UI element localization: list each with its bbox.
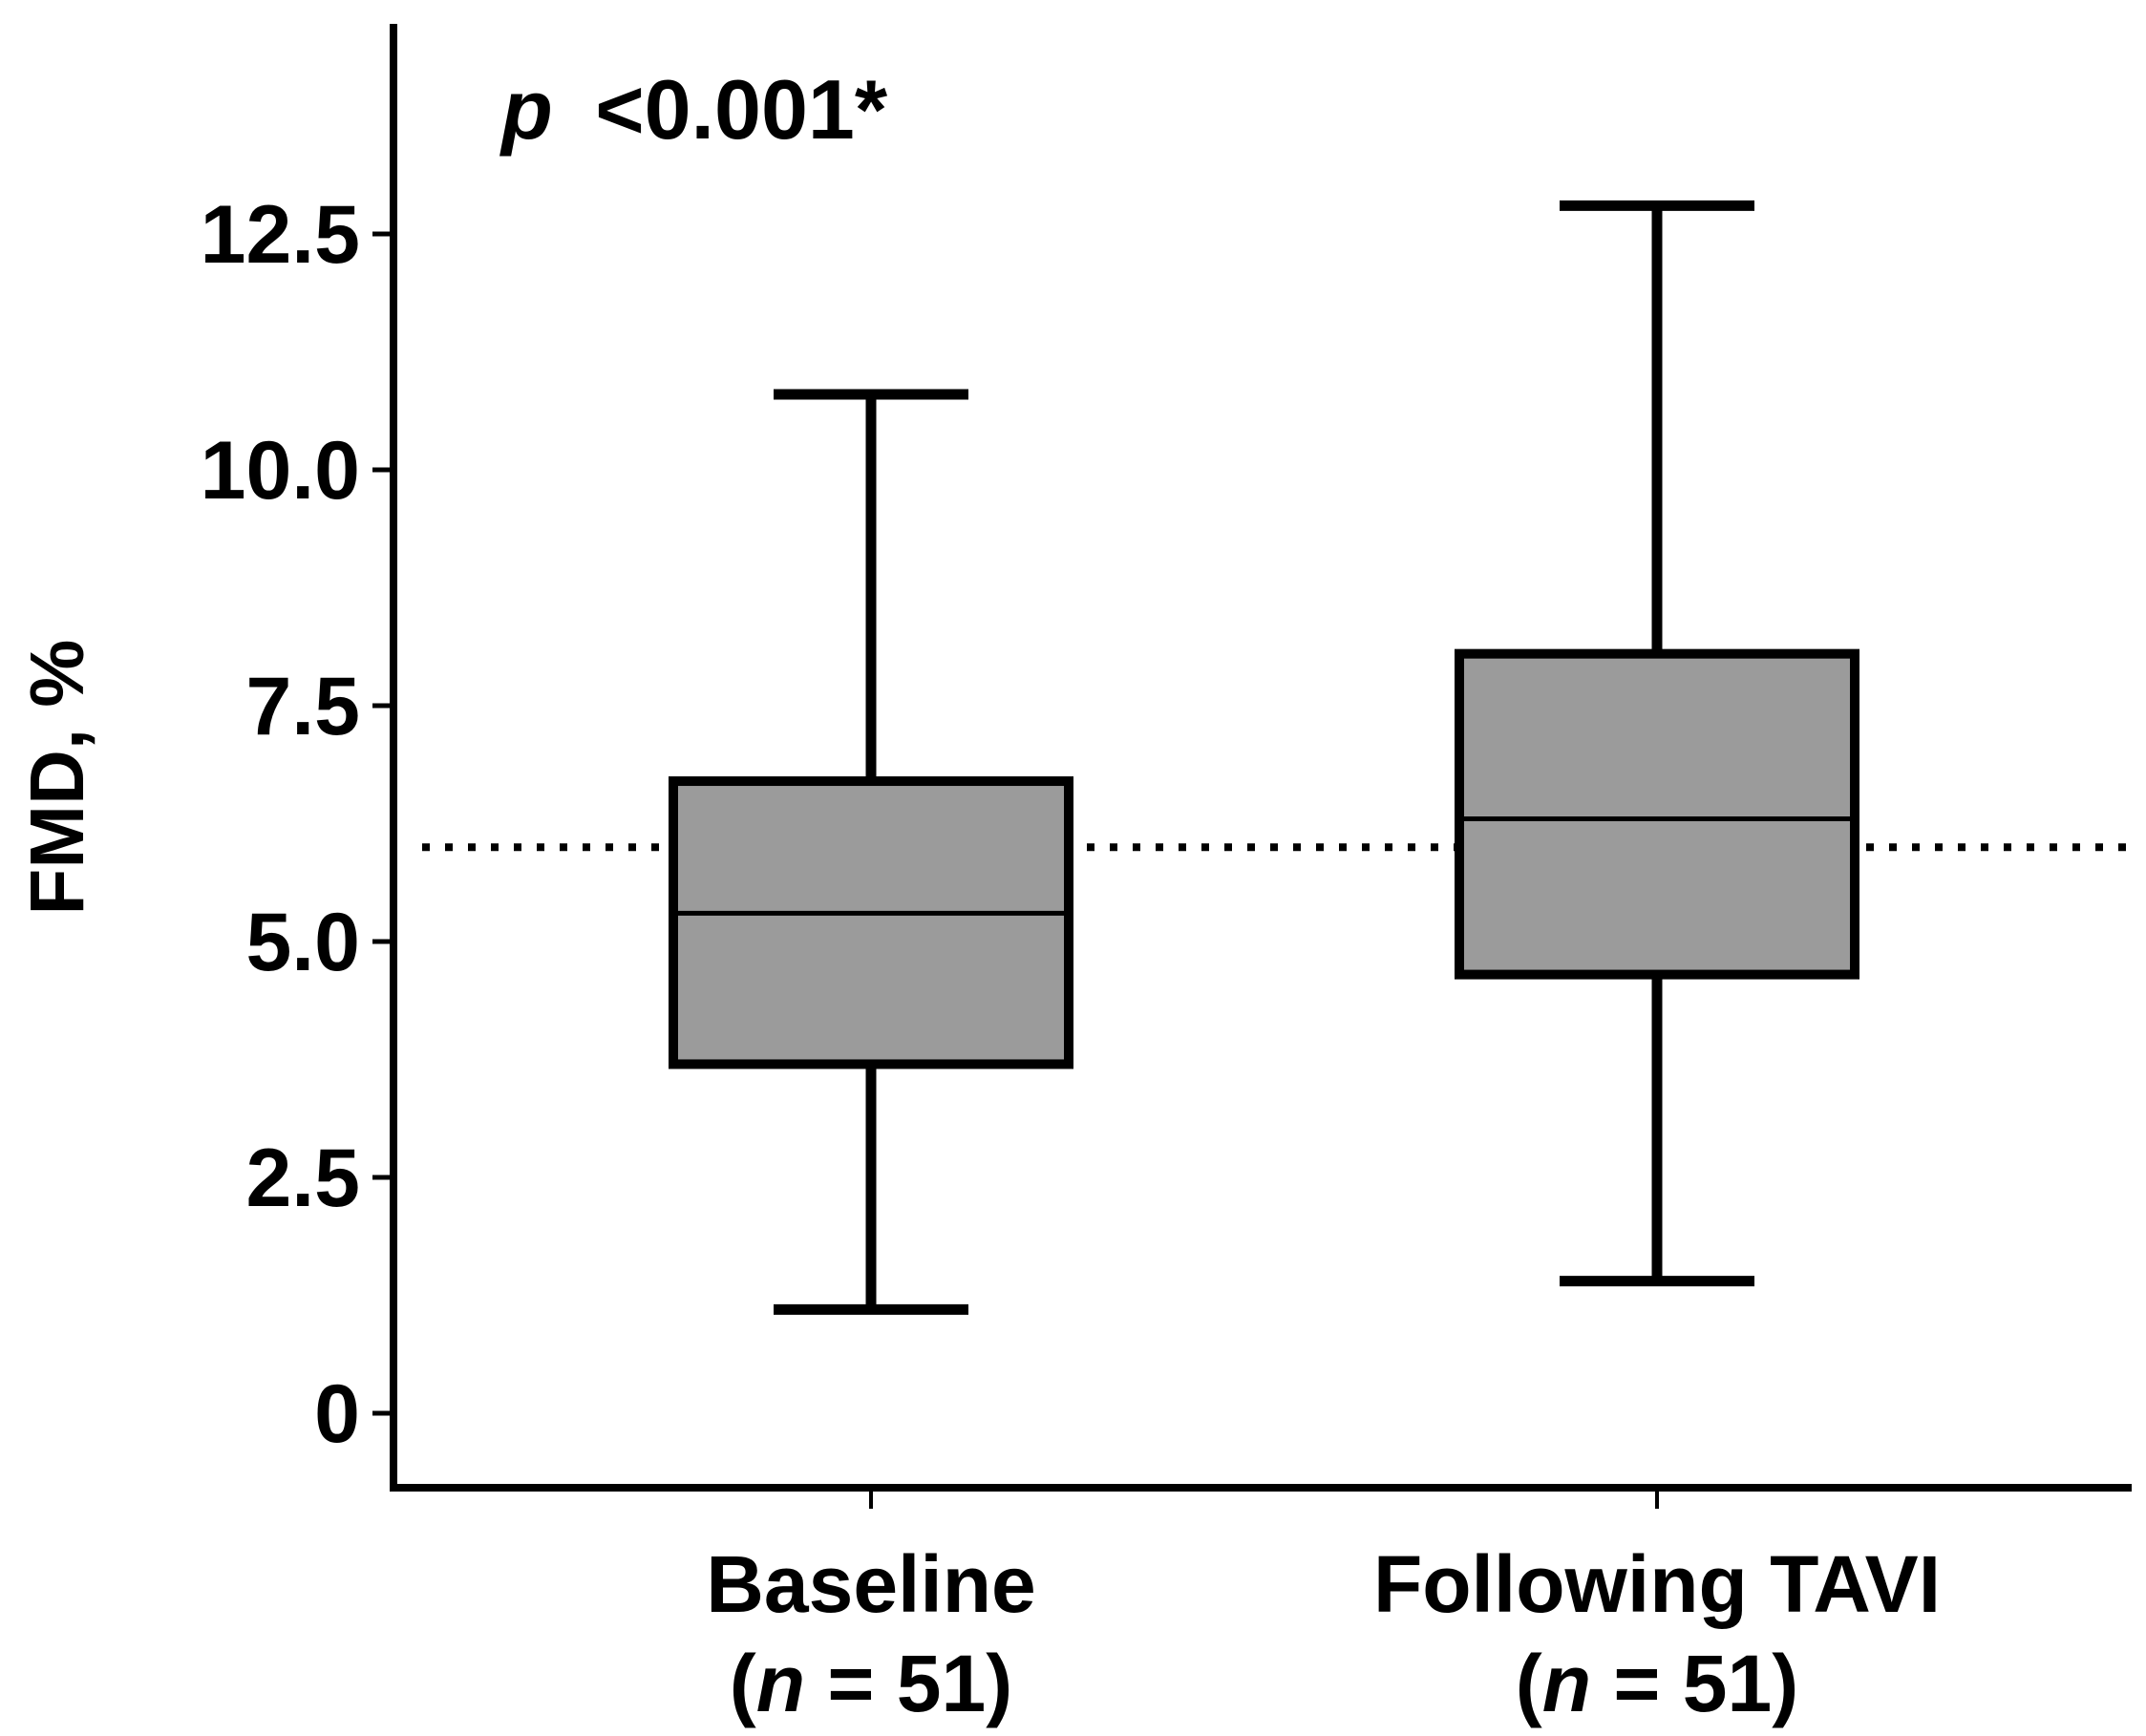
- x-category-n-label: (n = 51): [1516, 1639, 1798, 1728]
- p-value-text: <0.001*: [595, 62, 888, 157]
- box-group: [1455, 200, 1859, 1287]
- axes-layer: [390, 24, 2132, 1492]
- iqr-box: [1455, 648, 1859, 980]
- n-symbol: n: [756, 1639, 805, 1728]
- p-symbol: p: [499, 62, 553, 157]
- p-value-annotation: p <0.001*: [499, 62, 888, 157]
- y-tick-label: 12.5: [201, 189, 360, 281]
- y-tick-label: 2.5: [245, 1133, 360, 1224]
- x-category-label: Baseline: [706, 1539, 1036, 1629]
- x-ticks: Baseline(n = 51)Following TAVI(n = 51): [706, 1488, 1941, 1728]
- y-tick-label: 0: [314, 1368, 360, 1460]
- n-open-paren: (: [1516, 1639, 1542, 1728]
- y-tick-label: 10.0: [201, 425, 360, 517]
- y-tick-label: 7.5: [245, 661, 360, 752]
- y-axis-label: FMD, %: [14, 640, 99, 916]
- boxes-layer: [669, 200, 1859, 1315]
- n-symbol: n: [1542, 1639, 1591, 1728]
- n-open-paren: (: [730, 1639, 756, 1728]
- box-group: [669, 389, 1073, 1315]
- n-value: = 51): [805, 1639, 1012, 1728]
- y-tick-label: 5.0: [245, 897, 360, 988]
- iqr-box: [669, 776, 1073, 1069]
- x-category-label: Following TAVI: [1373, 1539, 1941, 1629]
- y-ticks: 0 2.5 5.0 7.5 10.0 12.5: [201, 189, 393, 1460]
- n-value: = 51): [1591, 1639, 1798, 1728]
- x-category-n-label: (n = 51): [730, 1639, 1012, 1728]
